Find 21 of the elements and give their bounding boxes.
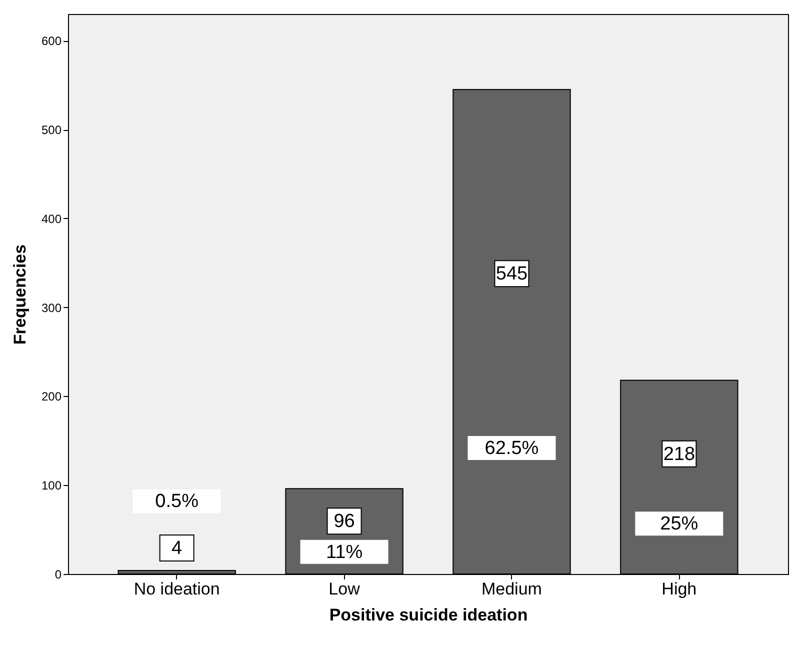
data-label: 4 bbox=[172, 538, 183, 560]
y-tick-label: 100 bbox=[41, 478, 62, 493]
y-tick-label: 400 bbox=[41, 212, 62, 226]
annotation: 11% bbox=[326, 542, 363, 563]
y-tick-label: 200 bbox=[41, 390, 62, 404]
x-axis-title: Positive suicide ideation bbox=[329, 606, 528, 624]
x-tick-label: Medium bbox=[481, 580, 542, 598]
y-tick-label: 0 bbox=[54, 568, 62, 582]
y-tick-label: 300 bbox=[41, 300, 62, 315]
x-tick-label: Low bbox=[328, 580, 361, 598]
x-tick-label: No ideation bbox=[134, 580, 220, 598]
data-label: 545 bbox=[496, 264, 528, 285]
y-axis-title: Frequencies bbox=[10, 244, 30, 345]
data-label: 218 bbox=[663, 444, 696, 465]
annotation: 25% bbox=[660, 514, 698, 535]
y-tick-label: 500 bbox=[41, 123, 62, 138]
data-label: 96 bbox=[334, 511, 355, 532]
y-tick-label: 600 bbox=[41, 34, 62, 48]
annotation: 62.5% bbox=[484, 438, 539, 460]
x-tick-label: High bbox=[662, 580, 697, 598]
annotation: 0.5% bbox=[155, 491, 199, 512]
